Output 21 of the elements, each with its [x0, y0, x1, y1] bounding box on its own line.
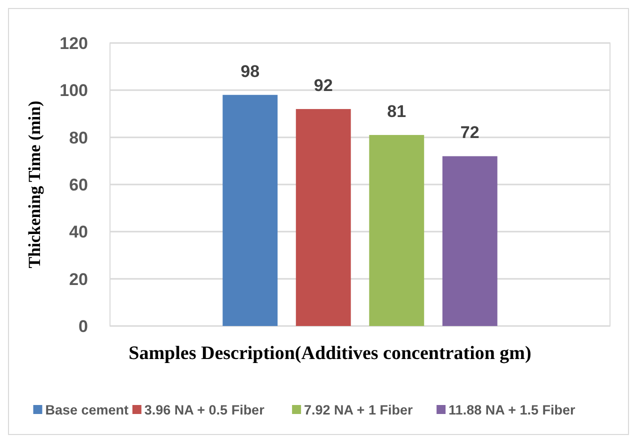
- bar: [369, 134, 424, 326]
- y-tick-label: 100: [60, 81, 88, 100]
- legend-label: 3.96 NA + 0.5 Fiber: [144, 402, 266, 418]
- legend-label: Base cement: [45, 402, 130, 418]
- legend-label: 11.88 NA + 1.5 Fiber: [448, 402, 576, 418]
- x-axis-title: Samples Description(Additives concentration gm): [128, 343, 532, 364]
- y-tick-label: 0: [78, 316, 88, 336]
- y-tick-label: 20: [69, 270, 88, 289]
- y-tick-label: 120: [60, 34, 88, 53]
- y-tick-label: 80: [69, 128, 88, 148]
- data-label: 81: [387, 102, 406, 121]
- bar: [442, 156, 498, 326]
- y-tick-label: 40: [69, 222, 88, 242]
- data-label: 72: [460, 123, 480, 142]
- y-tick-label: 60: [69, 175, 88, 194]
- data-label: 98: [240, 62, 260, 81]
- y-axis-title: Thickening Time (min): [24, 100, 44, 268]
- bar: [222, 94, 278, 326]
- bar: [296, 109, 351, 326]
- data-label: 92: [314, 76, 333, 96]
- legend-label: 7.92 NA + 1 Fiber: [304, 402, 414, 418]
